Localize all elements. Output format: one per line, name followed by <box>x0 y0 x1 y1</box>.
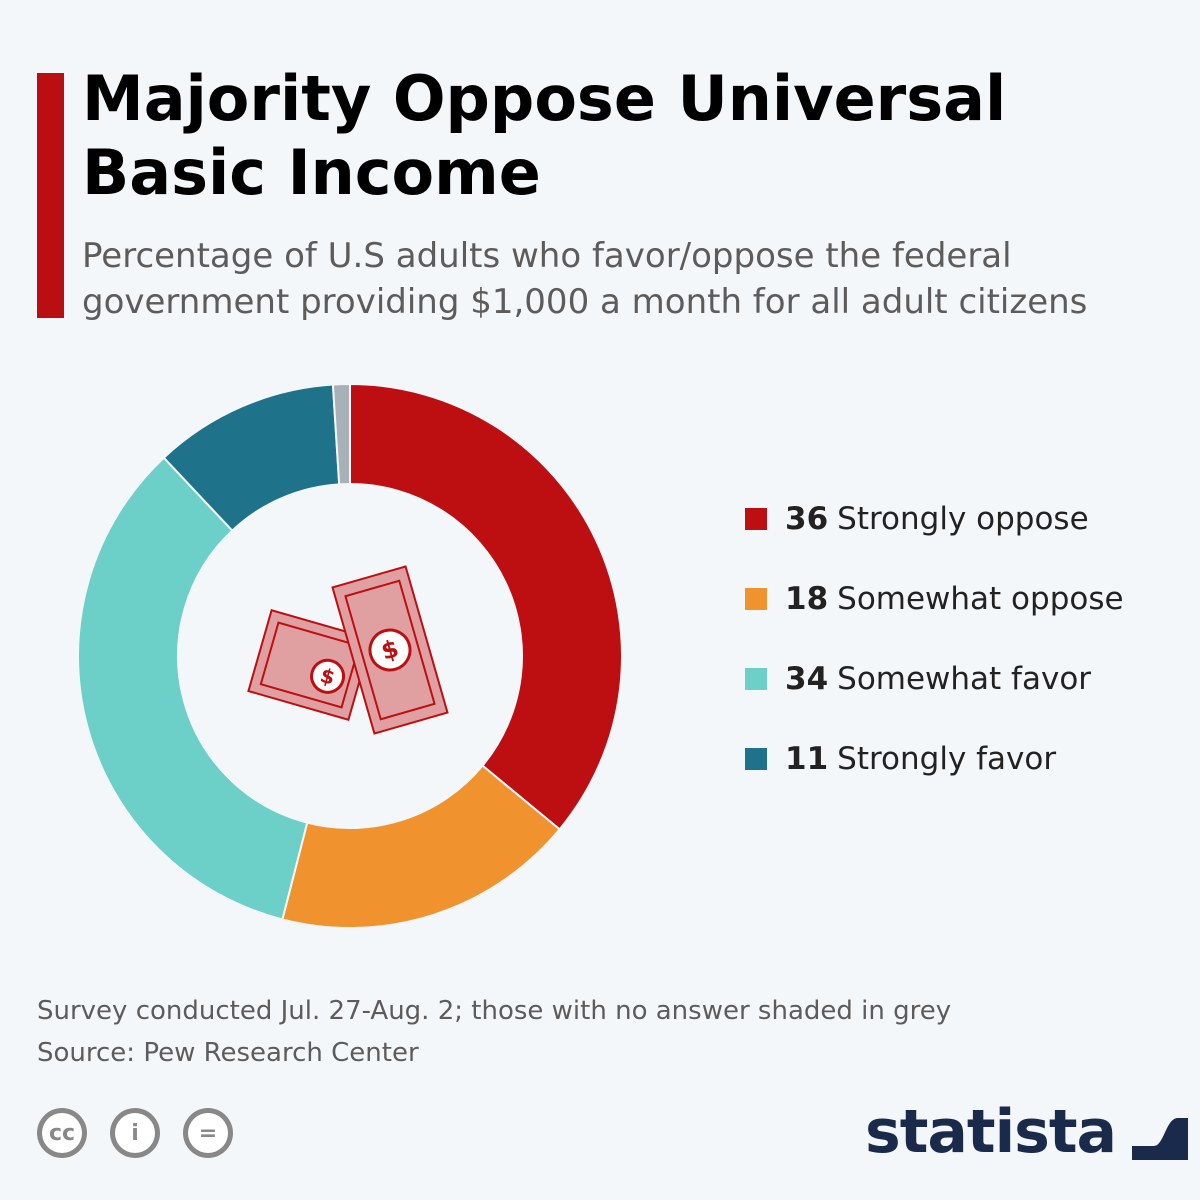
legend-swatch <box>745 588 767 610</box>
chart-legend: 36 Strongly oppose 18 Somewhat oppose 34 Some… <box>745 495 1124 815</box>
cc-icon[interactable]: cc <box>37 1108 87 1158</box>
legend-value: 18 <box>785 581 829 617</box>
chart-subtitle: Percentage of U.S adults who favor/oppos… <box>82 236 1088 322</box>
slice-somewhat-favor <box>77 456 309 921</box>
svg-text:$: $ <box>318 663 338 690</box>
survey-note: Survey conducted Jul. 27-Aug. 2; those w… <box>37 996 952 1026</box>
statista-logo-icon <box>1132 1104 1189 1160</box>
legend-label: Strongly favor <box>837 741 1057 777</box>
no-derivatives-icon-glyph: = <box>188 1113 228 1153</box>
license-icons: cc i = <box>37 1108 256 1158</box>
legend-swatch <box>745 668 767 690</box>
legend-item-strongly-oppose: 36 Strongly oppose <box>745 495 1124 543</box>
legend-label: Somewhat oppose <box>837 581 1124 617</box>
title-accent-bar <box>37 73 64 318</box>
donut-chart: $ $ <box>77 382 623 929</box>
attribution-icon-glyph: i <box>115 1113 155 1153</box>
chart-title: Majority Oppose Universal Basic Income <box>82 62 1007 209</box>
source-note: Source: Pew Research Center <box>37 1038 419 1068</box>
legend-item-somewhat-oppose: 18 Somewhat oppose <box>745 575 1124 623</box>
money-bills-icon: $ $ <box>247 565 449 735</box>
legend-label: Strongly oppose <box>837 501 1089 537</box>
legend-value: 34 <box>785 661 829 697</box>
slice-strongly-oppose <box>349 382 623 831</box>
statista-brand[interactable]: statista <box>865 1097 1190 1167</box>
svg-text:$: $ <box>378 634 402 666</box>
legend-value: 11 <box>785 741 829 777</box>
cc-icon-glyph: cc <box>42 1113 82 1153</box>
legend-label: Somewhat favor <box>837 661 1092 697</box>
legend-value: 36 <box>785 501 829 537</box>
slice-somewhat-oppose <box>281 764 561 929</box>
attribution-icon[interactable]: i <box>110 1108 160 1158</box>
donut-slices <box>77 382 623 929</box>
legend-item-strongly-favor: 11 Strongly favor <box>745 735 1124 783</box>
no-derivatives-icon[interactable]: = <box>183 1108 233 1158</box>
brand-name: statista <box>865 1097 1117 1167</box>
legend-swatch <box>745 508 767 530</box>
footnote: Survey conducted Jul. 27-Aug. 2; those w… <box>37 990 951 1074</box>
legend-swatch <box>745 748 767 770</box>
slice-no-answer <box>331 382 351 486</box>
legend-item-somewhat-favor: 34 Somewhat favor <box>745 655 1124 703</box>
